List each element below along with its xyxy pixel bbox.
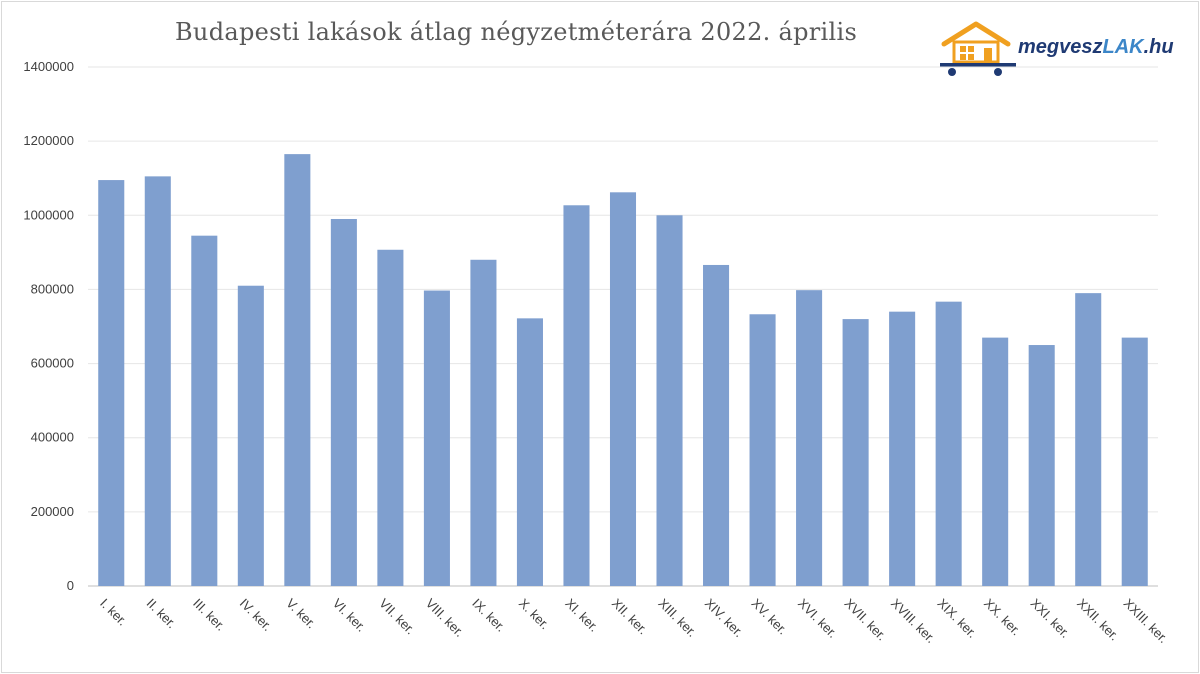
bar — [98, 180, 125, 586]
bar — [237, 285, 264, 586]
y-tick-label: 1000000 — [23, 207, 74, 222]
x-tick-label: XIII. ker. — [655, 596, 699, 640]
y-tick-label: 600000 — [31, 356, 74, 371]
bar — [144, 176, 171, 586]
x-tick-label: XXII. ker. — [1074, 596, 1122, 644]
bar — [703, 264, 730, 586]
x-tick-label: XV. ker. — [748, 596, 790, 638]
x-tick-label: IX. ker. — [469, 596, 508, 635]
bar — [470, 259, 497, 586]
x-tick-label: XVIII. ker. — [888, 596, 938, 646]
x-tick-label: II. ker. — [144, 596, 180, 632]
y-tick-label: 1400000 — [23, 59, 74, 74]
y-tick-label: 200000 — [31, 504, 74, 519]
bar — [191, 235, 218, 587]
y-tick-label: 400000 — [31, 430, 74, 445]
bar — [889, 311, 916, 586]
y-tick-label: 1200000 — [23, 133, 74, 148]
x-tick-label: XVI. ker. — [795, 596, 840, 641]
x-tick-label: XIV. ker. — [702, 596, 747, 641]
brand-part-2: LAK — [1102, 36, 1144, 58]
bar — [796, 290, 823, 586]
bar — [1028, 345, 1055, 586]
x-tick-label: XVII. ker. — [841, 596, 889, 644]
bar — [656, 215, 683, 587]
bar — [749, 314, 776, 586]
bar — [516, 318, 543, 586]
bar — [935, 301, 962, 586]
x-tick-label: III. ker. — [190, 596, 228, 634]
x-tick-label: XIX. ker. — [935, 596, 980, 641]
bar — [423, 290, 450, 586]
brand-wordmark: megveszLAK.hu — [1018, 36, 1174, 59]
brand-logo[interactable]: megveszLAK.hu — [938, 20, 1188, 78]
x-tick-label: XXIII. ker. — [1121, 596, 1171, 646]
bar — [1121, 337, 1148, 586]
x-tick-label: X. ker. — [516, 596, 553, 633]
bar — [609, 192, 637, 586]
chart-title: Budapesti lakások átlag négyzetméterára … — [175, 18, 858, 46]
x-tick-label: VII. ker. — [376, 596, 418, 638]
bar — [563, 205, 590, 586]
house-cart-icon — [940, 21, 1016, 76]
x-tick-label: XII. ker. — [609, 596, 651, 638]
x-tick-label: XI. ker. — [562, 596, 601, 635]
bar — [982, 337, 1009, 586]
x-tick-label: IV. ker. — [237, 596, 275, 634]
bar — [330, 218, 357, 586]
brand-part-3: .hu — [1143, 36, 1174, 58]
x-tick-label: I. ker. — [97, 596, 130, 629]
brand-part-1: megvesz — [1018, 36, 1103, 58]
x-tick-label: V. ker. — [283, 596, 319, 632]
y-tick-label: 800000 — [31, 281, 74, 296]
x-tick-label: VI. ker. — [330, 596, 369, 635]
bar — [842, 319, 869, 586]
x-tick-label: XX. ker. — [981, 596, 1024, 639]
y-tick-label: 0 — [67, 578, 74, 593]
bar — [284, 154, 311, 586]
bar — [377, 249, 404, 586]
x-tick-label: XXI. ker. — [1028, 596, 1073, 641]
x-tick-label: VIII. ker. — [423, 596, 467, 640]
bar — [1075, 293, 1102, 586]
